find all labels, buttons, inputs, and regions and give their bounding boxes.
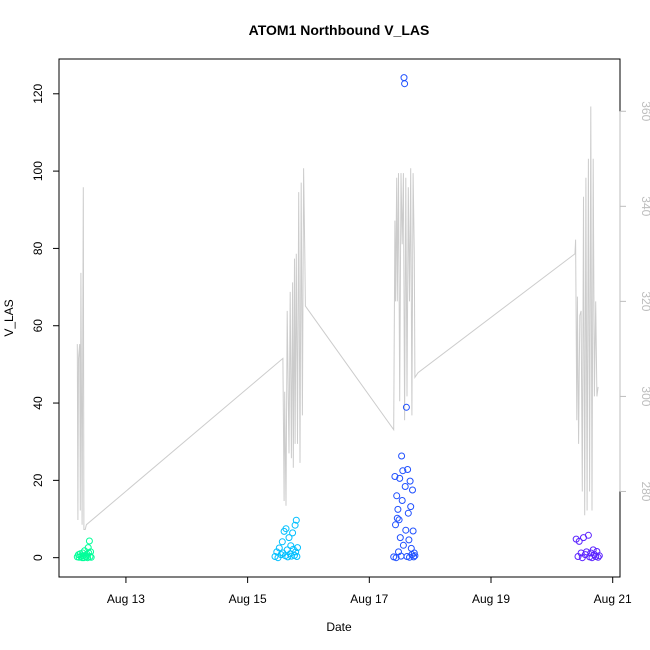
- scatter-point-2-12: [398, 452, 406, 460]
- scatter-point-2-31: [409, 527, 417, 535]
- x-tick-label: Aug 13: [107, 592, 145, 606]
- scatter-point-2-1: [391, 473, 399, 480]
- scatter-point-2-4: [393, 492, 401, 500]
- y-tick-label: 100: [31, 161, 45, 181]
- x-tick-label: Aug 19: [472, 592, 510, 606]
- y2-line-path: [76, 106, 599, 530]
- y-axis-label: V_LAS: [2, 299, 16, 336]
- y-tick-label: 20: [31, 473, 45, 487]
- scatter-point-1-5: [278, 538, 286, 546]
- scatter-point-1-22: [293, 553, 301, 560]
- scatter-point-2-10: [396, 534, 404, 542]
- scatter-point-2-33: [410, 549, 418, 557]
- scatter-point-0-19: [87, 553, 95, 561]
- scatter-point-1-21: [292, 516, 300, 524]
- scatter-point-3-8: [584, 531, 592, 539]
- scatter-point-1-9: [282, 525, 290, 533]
- x-axis-label: Date: [326, 620, 352, 634]
- scatter-point-3-17: [595, 552, 603, 560]
- y-tick-label: 40: [31, 396, 45, 410]
- scatter-point-3-2: [575, 537, 583, 545]
- y-axis: 0 20 40 60 80 100 120: [31, 83, 60, 561]
- x-tick-label: Aug 21: [594, 592, 632, 606]
- scatter-point-2-17: [401, 80, 409, 88]
- y-tick-label: 80: [31, 241, 45, 255]
- scatter-point-2-8: [395, 516, 403, 524]
- scatter-point-1-12: [285, 534, 293, 542]
- scatter-point-2-5: [393, 514, 401, 522]
- y2-tick-label: 300: [639, 386, 650, 406]
- y2-tick-label: 340: [639, 196, 650, 216]
- scatter-point-1-4: [277, 551, 285, 559]
- scatter-point-2-34: [411, 552, 419, 560]
- scatter-point-2-9: [396, 474, 404, 482]
- scatter-point-2-26: [406, 477, 414, 485]
- scatter-point-2-18: [401, 483, 409, 490]
- y-tick-label: 0: [31, 554, 45, 561]
- scatter-point-1-19: [291, 521, 299, 529]
- scatter-point-3-7: [583, 548, 590, 556]
- scatter-point-0-17: [86, 553, 94, 560]
- y2-line-series: [76, 106, 599, 530]
- scatter-point-1-16: [289, 529, 297, 537]
- y2-tick-label: 280: [639, 481, 650, 501]
- scatter-point-2-3: [392, 554, 400, 562]
- scatter-point-1-3: [275, 544, 283, 552]
- scatter-point-2-27: [407, 503, 415, 511]
- x-tick-label: Aug 17: [350, 592, 388, 606]
- scatter-point-2-6: [394, 505, 402, 513]
- scatter-points: [73, 74, 603, 562]
- scatter-point-2-22: [404, 466, 412, 473]
- scatter-point-0-18: [87, 548, 95, 556]
- scatter-point-2-15: [399, 541, 407, 549]
- y2-tick-label: 320: [639, 291, 650, 311]
- chart-title: ATOM1 Northbound V_LAS: [249, 22, 430, 38]
- y2-axis: 280 300 320 340 360: [619, 101, 650, 502]
- y-tick-label: 120: [31, 83, 45, 103]
- scatter-point-2-2: [392, 521, 399, 529]
- y-tick-label: 60: [31, 319, 45, 333]
- scatter-point-2-20: [402, 403, 410, 411]
- scatter-point-2-16: [400, 74, 408, 82]
- plot-frame: [58, 58, 621, 578]
- scatter-point-3-12: [589, 546, 597, 554]
- scatter-point-2-23: [404, 509, 412, 517]
- scatter-point-2-30: [409, 486, 416, 494]
- scatter-point-2-14: [399, 467, 407, 475]
- scatter-point-0-16: [85, 537, 93, 545]
- x-axis: Aug 13 Aug 15 Aug 17 Aug 19 Aug 21: [107, 576, 632, 606]
- scatter-point-2-13: [398, 497, 406, 504]
- y2-tick-label: 360: [639, 101, 650, 121]
- scatter-point-1-23: [294, 544, 301, 552]
- scatter-point-2-32: [410, 553, 418, 561]
- scatter-point-2-24: [405, 536, 413, 544]
- x-tick-label: Aug 15: [229, 592, 267, 606]
- scatter-point-3-16: [594, 553, 602, 561]
- scatter-point-2-19: [402, 526, 410, 534]
- scatter-point-1-20: [292, 548, 300, 556]
